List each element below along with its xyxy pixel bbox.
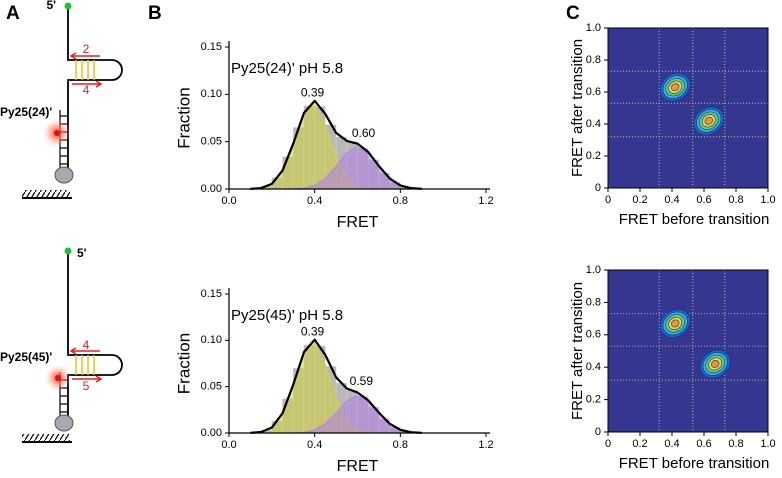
fluorophore <box>55 375 61 381</box>
diagram-label: Py25(24)' <box>0 105 52 119</box>
contour-level <box>704 116 713 125</box>
peak-label: 0.60 <box>352 126 376 140</box>
x-tick-label: 0.8 <box>728 438 743 450</box>
peak-label: 0.59 <box>350 374 374 388</box>
y-tick-label: 0.00 <box>201 183 222 195</box>
x-tick-label: 0.4 <box>664 438 679 450</box>
plot-frame <box>607 27 769 189</box>
x-tick-label: 1.0 <box>760 194 775 206</box>
y-tick-label: 0.15 <box>201 41 222 53</box>
x-tick-label: 0 <box>605 438 611 450</box>
segment-number: 2 <box>83 42 90 56</box>
y-tick-label: 0.2 <box>586 150 601 162</box>
x-tick-label: 0 <box>605 194 611 206</box>
y-tick-label: 0.8 <box>586 296 601 308</box>
x-tick-label: 1.2 <box>478 439 493 451</box>
surface-hatch <box>22 190 70 197</box>
donor <box>64 247 72 255</box>
y-tick-label: 0.10 <box>201 334 222 346</box>
x-axis-label: FRET before transition <box>619 455 770 472</box>
y-tick-label: 0.8 <box>586 54 601 66</box>
x-tick-label: 0.6 <box>696 438 711 450</box>
y-tick-label: 0.15 <box>201 288 222 300</box>
five-prime: 5' <box>77 246 87 260</box>
y-tick-label: 0.6 <box>586 86 601 98</box>
x-tick-label: 0.8 <box>393 439 408 451</box>
x-tick-label: 0.0 <box>221 439 236 451</box>
protein <box>54 414 74 432</box>
y-tick-label: 0 <box>595 426 601 438</box>
fit-line <box>250 99 422 191</box>
base-pairs <box>75 60 95 80</box>
plot-background <box>608 28 768 188</box>
segment-number: 4 <box>83 338 90 352</box>
y-axis-label: Fraction <box>174 87 193 148</box>
y-tick-label: 0.4 <box>586 361 601 373</box>
x-tick-label: 0.0 <box>221 195 236 207</box>
x-tick-label: 0.8 <box>728 194 743 206</box>
donor <box>64 2 72 10</box>
x-tick-label: 0.4 <box>307 439 322 451</box>
diagram <box>22 251 123 443</box>
x-tick-label: 1.2 <box>478 195 493 207</box>
fluorophore <box>54 130 60 136</box>
x-tick-label: 0.2 <box>632 194 647 206</box>
y-tick-label: 0.00 <box>201 427 222 439</box>
y-tick-label: 0 <box>595 182 601 194</box>
x-axis-label: FRET <box>337 458 379 475</box>
x-tick-label: 0.6 <box>696 194 711 206</box>
strand <box>67 6 123 170</box>
y-tick-label: 0.05 <box>201 381 222 393</box>
chart-title: Py25(45)' pH 5.8 <box>231 307 343 324</box>
x-tick-label: 1.0 <box>760 438 775 450</box>
y-axis-label: FRET after transition <box>569 39 586 177</box>
panel-label: A <box>6 3 20 24</box>
strand <box>67 251 123 418</box>
protein <box>54 166 74 184</box>
x-tick-label: 0.8 <box>393 195 408 207</box>
y-tick-label: 1.0 <box>586 22 601 34</box>
segment-number: 5 <box>83 379 90 393</box>
base-pairs <box>75 355 95 375</box>
diagram <box>22 6 123 199</box>
x-tick-label: 0.4 <box>664 194 679 206</box>
panel-label: B <box>148 3 162 24</box>
arrows <box>69 347 103 383</box>
segment-number: 4 <box>83 83 90 97</box>
y-tick-label: 0.2 <box>586 394 601 406</box>
y-tick-label: 0.6 <box>586 329 601 341</box>
plot-background <box>608 270 768 432</box>
plot-frame <box>607 269 769 433</box>
x-axis-label: FRET before transition <box>619 211 770 228</box>
peak-label: 0.39 <box>301 85 325 99</box>
contour-level <box>671 319 680 328</box>
five-prime: 5' <box>46 0 56 12</box>
panel-label: C <box>566 3 580 24</box>
contour-level <box>711 360 720 368</box>
y-tick-label: 0.4 <box>586 118 601 130</box>
y-tick-label: 0.05 <box>201 136 222 148</box>
y-axis-label: Fraction <box>174 333 193 394</box>
x-axis-label: FRET <box>337 214 379 231</box>
y-axis-label: FRET after transition <box>569 282 586 420</box>
x-tick-label: 0.4 <box>307 195 322 207</box>
diagram-label: Py25(45)' <box>0 350 52 364</box>
fit-line <box>250 338 422 435</box>
y-tick-label: 1.0 <box>586 264 601 276</box>
x-tick-label: 0.2 <box>632 438 647 450</box>
chart-title: Py25(24)' pH 5.8 <box>231 60 343 77</box>
peak-label: 0.39 <box>301 324 325 338</box>
arrows <box>69 52 103 88</box>
y-tick-label: 0.10 <box>201 88 222 100</box>
contour-level <box>671 83 680 92</box>
surface-hatch <box>22 434 70 441</box>
